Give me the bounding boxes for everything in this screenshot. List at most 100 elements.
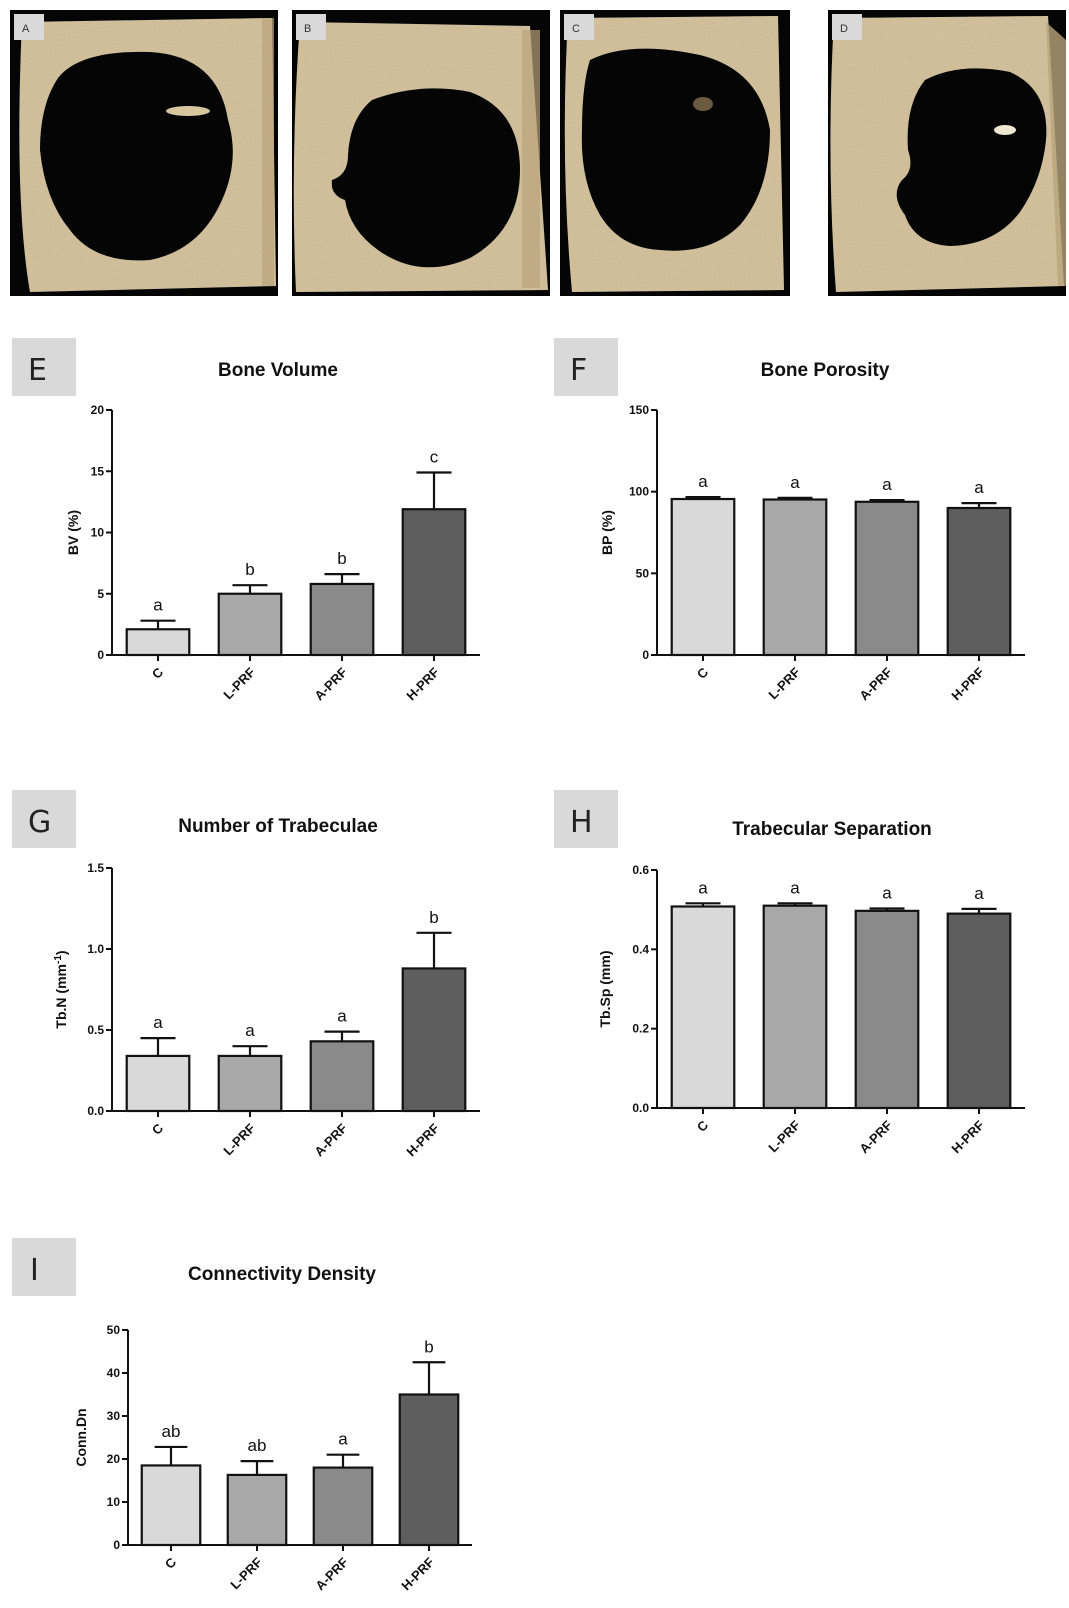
panel-letter-box bbox=[554, 790, 618, 848]
chart-bone-volume: E Bone Volume BV (%) 0 5 10 15 20 a Cb L-PRF b A-PRF… bbox=[12, 338, 480, 703]
significance-letter: a bbox=[882, 475, 892, 494]
defect-hole bbox=[581, 48, 770, 251]
category-label: H-PRF bbox=[403, 664, 442, 703]
category-label: C bbox=[694, 1117, 712, 1135]
bar bbox=[217, 592, 283, 657]
y-axis-label-text: Tb.N (mm bbox=[53, 964, 69, 1029]
y-tick-label: 0 bbox=[113, 1538, 120, 1552]
y-axis-label: BP (%) bbox=[599, 510, 615, 555]
bar bbox=[125, 628, 191, 657]
y-tick-label: 0.5 bbox=[87, 1023, 104, 1037]
y-axis-label: BV (%) bbox=[65, 510, 81, 555]
significance-letter: a bbox=[153, 1013, 163, 1032]
chart-connectivity-density: I Connectivity Density Conn.Dn 0 10 20 30 40 50 a… bbox=[12, 1238, 472, 1593]
panel-letter-box bbox=[554, 338, 618, 396]
category-label: L-PRF bbox=[765, 664, 803, 702]
bar bbox=[670, 497, 736, 657]
y-tick-label: 0.0 bbox=[87, 1104, 104, 1118]
panel-letter-box bbox=[12, 1238, 76, 1296]
bar bbox=[140, 1464, 202, 1547]
category-label: L-PRF bbox=[765, 1117, 803, 1155]
y-tick-label: 0.6 bbox=[632, 863, 649, 877]
y-axis-label-text: BP (%) bbox=[599, 510, 615, 555]
significance-letter: a bbox=[790, 878, 800, 897]
y-tick-label: 30 bbox=[107, 1409, 121, 1423]
bar bbox=[762, 498, 828, 657]
significance-letter: a bbox=[974, 884, 984, 903]
y-tick-label: 150 bbox=[629, 403, 649, 417]
significance-letter: a bbox=[245, 1021, 255, 1040]
significance-letter: b bbox=[337, 549, 346, 568]
defect-hole bbox=[331, 88, 520, 268]
y-axis-label: Conn.Dn bbox=[73, 1408, 89, 1466]
category-label: A-PRF bbox=[856, 1117, 895, 1156]
y-axis-label-text: BV (%) bbox=[65, 510, 81, 555]
y-axis-label: Tb.Sp (mm) bbox=[597, 951, 613, 1028]
significance-letter: a bbox=[338, 1430, 348, 1449]
category-label: H-PRF bbox=[398, 1554, 437, 1593]
category-label: A-PRF bbox=[856, 664, 895, 703]
panel-letter: G bbox=[28, 805, 51, 840]
panel-letter-box bbox=[12, 338, 76, 396]
significance-letter: a bbox=[882, 883, 892, 902]
y-axis-label-end: ) bbox=[53, 950, 69, 955]
chart-title: Number of Trabeculae bbox=[178, 816, 378, 837]
bar bbox=[670, 905, 736, 1110]
bar bbox=[217, 1054, 283, 1113]
y-tick-label: 0 bbox=[642, 648, 649, 662]
y-tick-label: 10 bbox=[91, 526, 105, 540]
significance-letter: c bbox=[430, 447, 439, 466]
category-label: A-PRF bbox=[311, 664, 350, 703]
image-label-c: C bbox=[572, 23, 580, 35]
bar bbox=[401, 967, 467, 1113]
bar bbox=[226, 1473, 288, 1547]
y-axis-label-text: Conn.Dn bbox=[73, 1408, 89, 1466]
significance-letter: a bbox=[337, 1007, 347, 1026]
bar bbox=[946, 912, 1012, 1110]
panel-letter: F bbox=[570, 353, 587, 388]
significance-letter: ab bbox=[248, 1436, 267, 1455]
bar bbox=[854, 500, 920, 657]
bar bbox=[398, 1393, 460, 1547]
image-label-box bbox=[564, 14, 594, 40]
y-tick-label: 50 bbox=[107, 1323, 121, 1337]
category-label: H-PRF bbox=[403, 1120, 442, 1159]
significance-letter: b bbox=[429, 908, 438, 927]
micro-ct-image-a: A bbox=[10, 10, 278, 296]
significance-letter: ab bbox=[162, 1422, 181, 1441]
category-label: C bbox=[694, 664, 712, 682]
bar bbox=[309, 582, 375, 657]
image-label-box bbox=[832, 14, 862, 40]
micro-ct-image-b: B bbox=[292, 10, 550, 296]
bar bbox=[125, 1054, 191, 1113]
chart-title: Connectivity Density bbox=[188, 1264, 376, 1285]
bar bbox=[854, 909, 920, 1110]
y-tick-label: 50 bbox=[636, 566, 650, 580]
category-label: H-PRF bbox=[948, 664, 987, 703]
significance-letter: a bbox=[698, 472, 708, 491]
category-label: L-PRF bbox=[220, 1120, 258, 1158]
y-tick-label: 15 bbox=[91, 464, 105, 478]
panel-letter-box bbox=[12, 790, 76, 848]
category-label: A-PRF bbox=[311, 1120, 350, 1159]
y-axis-label-sup: -1 bbox=[53, 955, 64, 964]
y-tick-label: 0.0 bbox=[632, 1101, 649, 1115]
category-label: L-PRF bbox=[220, 664, 258, 702]
micro-ct-image-c: C bbox=[560, 10, 790, 296]
chart-title: Trabecular Separation bbox=[732, 819, 932, 840]
bar bbox=[762, 904, 828, 1110]
defect-hole bbox=[40, 51, 233, 261]
y-tick-label: 0 bbox=[97, 648, 104, 662]
y-tick-label: 40 bbox=[107, 1366, 121, 1380]
image-label-a: A bbox=[22, 23, 30, 35]
panel-letter: E bbox=[28, 353, 47, 388]
significance-letter: a bbox=[790, 473, 800, 492]
image-label-box bbox=[296, 14, 326, 40]
y-tick-label: 10 bbox=[107, 1495, 121, 1509]
y-tick-label: 100 bbox=[629, 485, 649, 499]
y-tick-label: 20 bbox=[91, 403, 105, 417]
bar bbox=[946, 506, 1012, 657]
category-label: C bbox=[149, 1120, 167, 1138]
panel-letter: H bbox=[570, 805, 593, 840]
